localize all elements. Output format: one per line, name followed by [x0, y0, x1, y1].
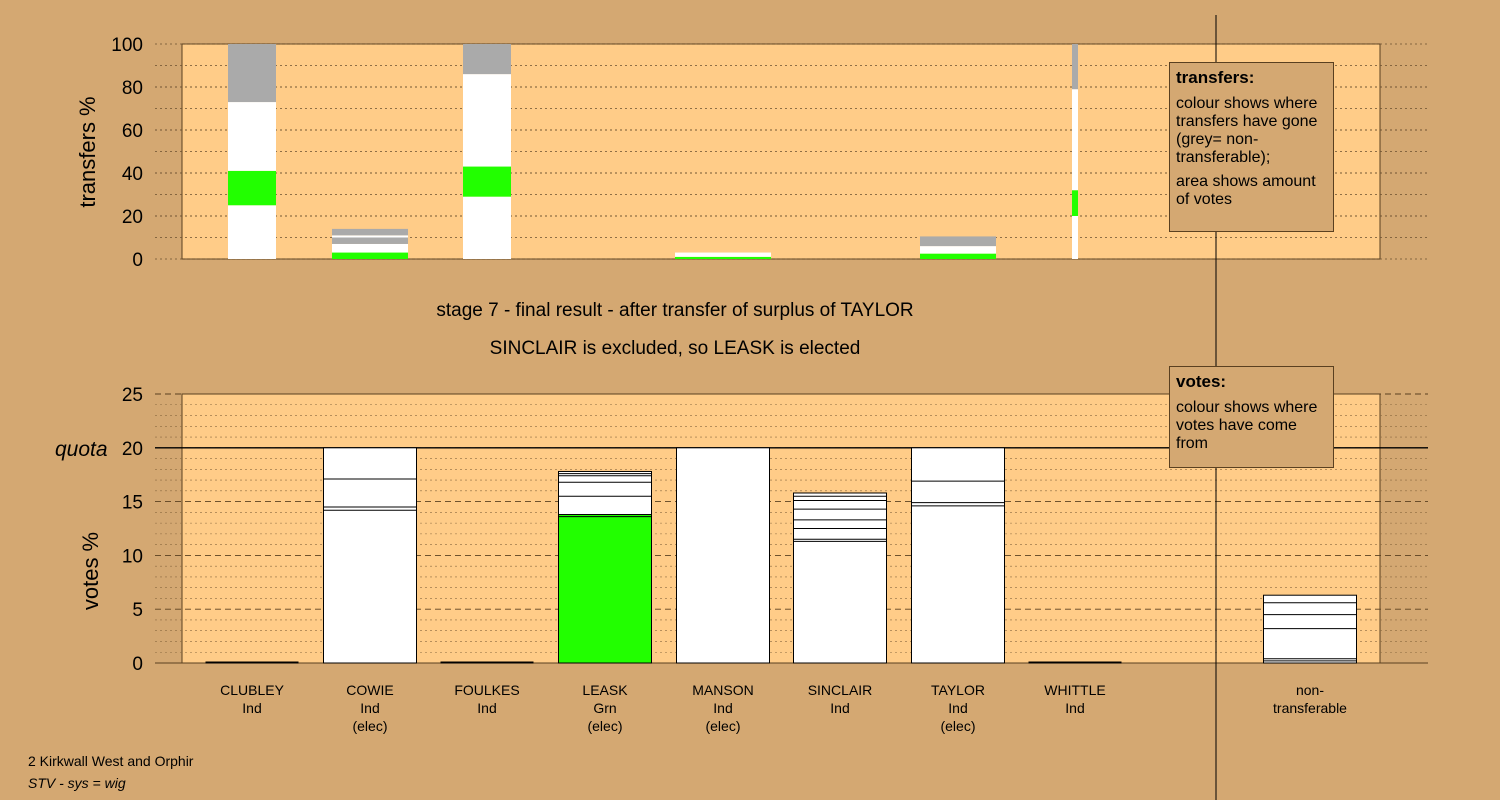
transfer-bar-segment: [228, 44, 276, 103]
candidate-name: WHITTLE: [1044, 682, 1105, 698]
system-label: STV - sys = wig: [28, 775, 126, 791]
transfer-bar-segment: [228, 205, 276, 259]
transfer-bar-segment: [228, 170, 276, 206]
candidate-party: Ind: [477, 700, 496, 716]
votes-legend-title: votes:: [1176, 372, 1227, 391]
vote-bar: [676, 447, 770, 664]
candidate-status: (elec): [940, 718, 975, 734]
vote-bar: [911, 447, 1005, 664]
candidate-party: Ind: [360, 700, 379, 716]
vote-bar-green-part: [558, 514, 652, 664]
transfers-tick-label: 20: [122, 207, 143, 228]
votes-legend-box: votes: colour shows where votes have com…: [1169, 366, 1334, 468]
transfers-tick-label: 40: [122, 164, 143, 185]
transfer-bar-segment: [332, 252, 408, 259]
transfer-bar-segment: [675, 252, 771, 257]
transfers-tick-label: 60: [122, 121, 143, 142]
candidate-status: (elec): [587, 718, 622, 734]
votes-tick-label: 25: [122, 385, 143, 406]
candidate-name: transferable: [1273, 700, 1347, 716]
transfer-bar-segment: [332, 237, 408, 244]
candidate-name: non-: [1296, 682, 1324, 698]
vote-bar: [1263, 594, 1357, 664]
candidate-name: LEASK: [582, 682, 628, 698]
votes-y-axis-label: votes %: [78, 532, 103, 610]
transfers-legend-title: transfers:: [1176, 68, 1255, 87]
constituency-label: 2 Kirkwall West and Orphir: [28, 753, 194, 769]
transfer-bar-segment: [1072, 44, 1078, 90]
transfer-bar-segment: [463, 166, 511, 197]
transfer-bar-segment: [463, 44, 511, 75]
transfers-legend-text1: colour shows where transfers have gone (…: [1176, 95, 1318, 166]
votes-legend-text1: colour shows where votes have come from: [1176, 399, 1318, 452]
transfer-bar-segment: [463, 74, 511, 167]
vote-bar: [793, 492, 887, 664]
transfers-tick-label: 80: [122, 78, 143, 99]
transfers-y-axis-label: transfers %: [75, 96, 100, 207]
transfer-bar-segment: [463, 196, 511, 259]
candidate-name: COWIE: [346, 682, 393, 698]
transfer-bar-segment: [675, 256, 771, 259]
transfer-bar-segment: [1072, 190, 1078, 216]
candidate-name: CLUBLEY: [220, 682, 284, 698]
votes-tick-label: 10: [122, 546, 143, 567]
transfer-bar-segment: [1072, 89, 1078, 191]
transfer-bar-segment: [1072, 216, 1078, 259]
candidate-party: Ind: [713, 700, 732, 716]
votes-tick-label: 0: [132, 654, 143, 675]
transfers-legend-box: transfers: colour shows where transfers …: [1169, 62, 1334, 232]
votes-tick-label: 5: [132, 600, 143, 621]
transfers-legend-text2: area shows amount of votes: [1176, 173, 1316, 208]
transfer-bar-segment: [228, 102, 276, 171]
candidate-party: Grn: [593, 700, 616, 716]
candidate-name: FOULKES: [454, 682, 519, 698]
candidate-status: (elec): [352, 718, 387, 734]
transfer-bar-segment: [920, 246, 996, 254]
votes-tick-label: 20: [122, 439, 143, 460]
quota-label: quota: [55, 438, 108, 461]
transfer-bar-segment: [332, 228, 408, 236]
transfers-tick-label: 0: [132, 250, 143, 271]
candidate-party: Ind: [830, 700, 849, 716]
vote-bar: [323, 447, 417, 664]
candidate-name: SINCLAIR: [808, 682, 873, 698]
candidate-name: TAYLOR: [931, 682, 985, 698]
transfer-bar-segment: [920, 253, 996, 259]
transfer-bar-segment: [332, 235, 408, 238]
stage-title: stage 7 - final result - after transfer …: [436, 300, 914, 321]
candidate-party: Ind: [1065, 700, 1084, 716]
votes-tick-label: 15: [122, 493, 143, 514]
transfer-bar-segment: [920, 236, 996, 247]
transfers-tick-label: 100: [111, 35, 143, 56]
candidate-status: (elec): [705, 718, 740, 734]
candidate-party: Ind: [242, 700, 261, 716]
stage-subtitle: SINCLAIR is excluded, so LEASK is electe…: [489, 338, 861, 359]
candidate-name: MANSON: [692, 682, 753, 698]
candidate-party: Ind: [948, 700, 967, 716]
transfer-bar-segment: [332, 243, 408, 253]
